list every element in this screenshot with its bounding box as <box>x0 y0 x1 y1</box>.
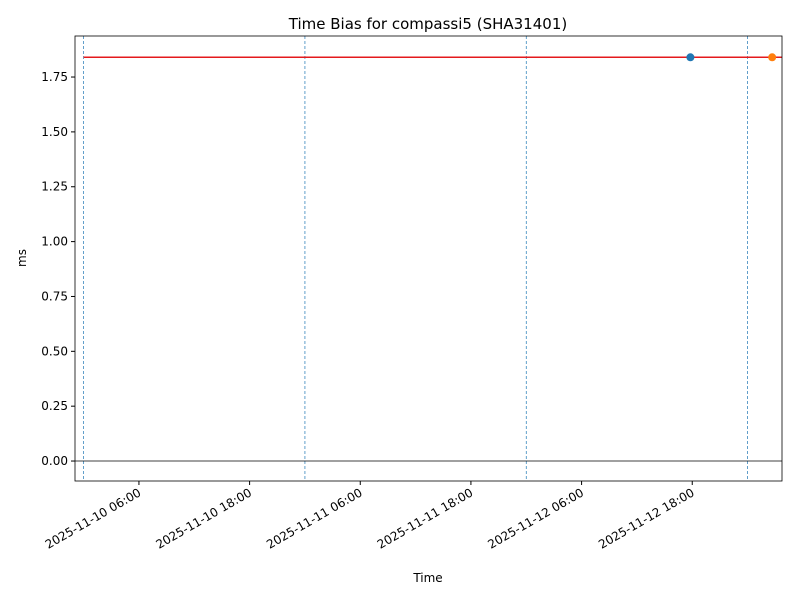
x-tick-label: 2025-11-12 18:00 <box>596 485 697 551</box>
x-tick-label: 2025-11-11 06:00 <box>264 485 365 551</box>
x-tick-label: 2025-11-10 18:00 <box>153 485 254 551</box>
data-point <box>686 53 695 62</box>
y-axis-label: ms <box>15 249 29 267</box>
x-tick-label: 2025-11-10 06:00 <box>43 485 144 551</box>
x-tick-label: 2025-11-11 18:00 <box>375 485 476 551</box>
x-tick-label: 2025-11-12 06:00 <box>485 485 586 551</box>
y-tick-label: 0.00 <box>41 454 68 468</box>
data-point <box>768 53 777 62</box>
y-tick-label: 0.50 <box>41 344 68 358</box>
y-tick-label: 1.75 <box>41 70 68 84</box>
y-tick-label: 0.25 <box>41 399 68 413</box>
y-tick-label: 0.75 <box>41 289 68 303</box>
y-tick-label: 1.25 <box>41 180 68 194</box>
x-axis-label: Time <box>412 571 442 585</box>
y-tick-label: 1.00 <box>41 235 68 249</box>
y-tick-label: 1.50 <box>41 125 68 139</box>
plot-frame <box>74 35 783 482</box>
chart-title: Time Bias for compassi5 (SHA31401) <box>288 15 567 33</box>
